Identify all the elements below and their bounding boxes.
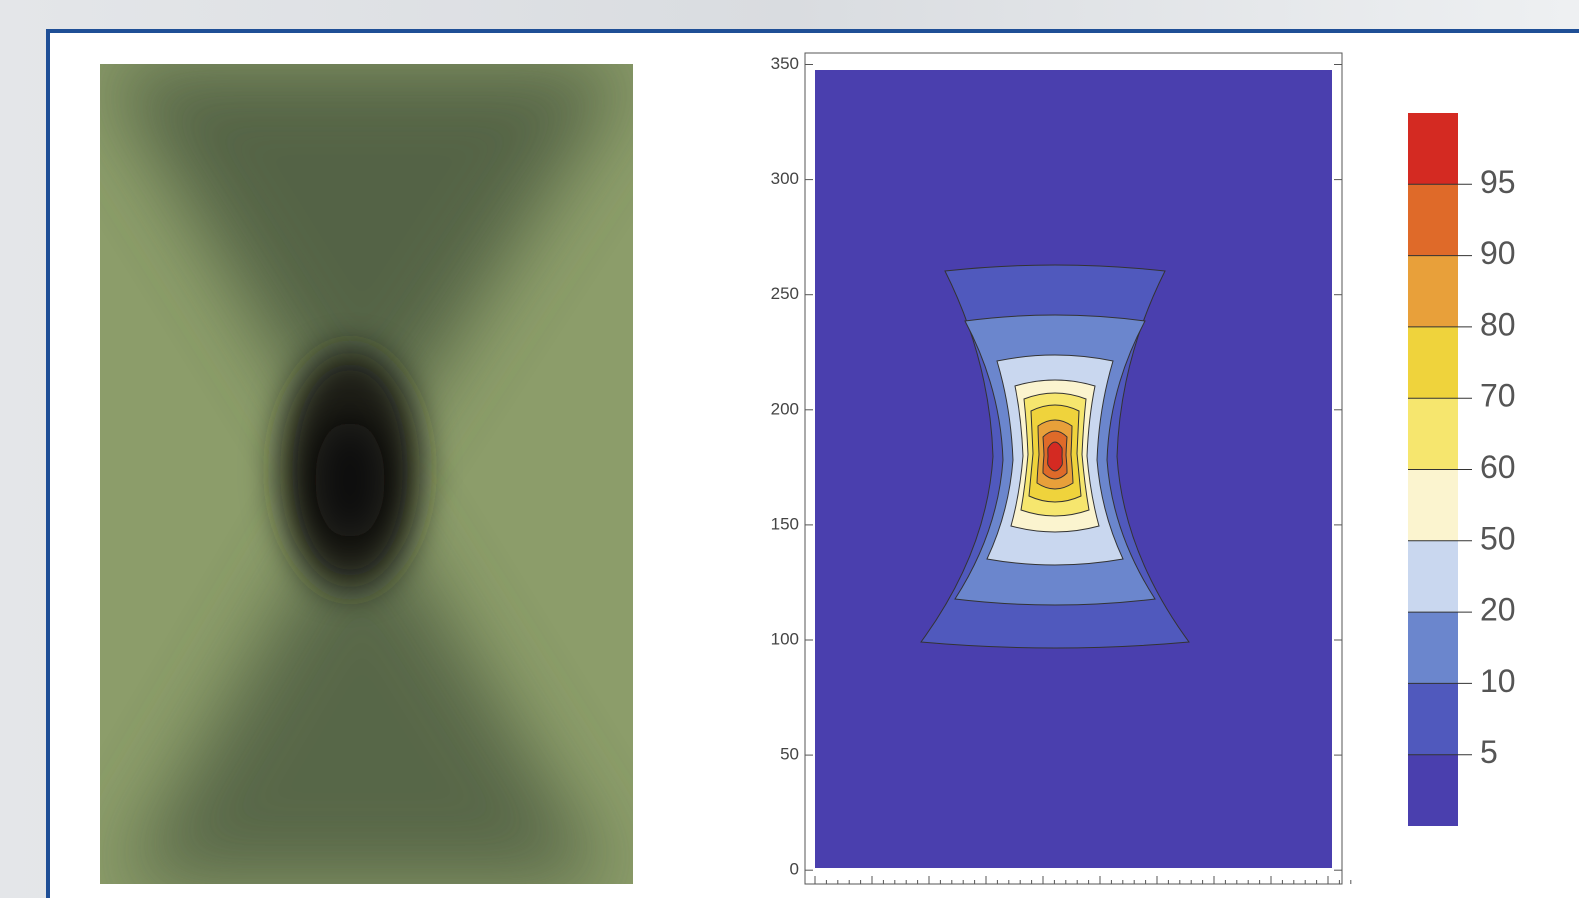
photo [100, 64, 633, 884]
colorbar-label: 20 [1480, 592, 1516, 628]
figure: 0 50 100 150 200 250 300 350 5 10 20 50 60 70 80 90 95 [0, 0, 1579, 898]
colorbar-label: 70 [1480, 378, 1516, 414]
colorbar-label: 95 [1480, 164, 1516, 200]
y-tick-label: 150 [771, 514, 799, 533]
colorbar-band [1408, 541, 1458, 612]
colorbar-label: 50 [1480, 520, 1516, 556]
y-tick-label: 200 [771, 399, 799, 418]
colorbar-label: 5 [1480, 734, 1498, 770]
colorbar-band [1408, 398, 1458, 469]
colorbar-label: 60 [1480, 449, 1516, 485]
colorbar-label: 10 [1480, 663, 1516, 699]
y-tick-label: 0 [790, 860, 799, 879]
contour-region [1048, 442, 1063, 471]
colorbar-label: 90 [1480, 235, 1516, 271]
colorbar-band [1408, 612, 1458, 683]
y-tick-label: 250 [771, 284, 799, 303]
colorbar-band [1408, 327, 1458, 398]
colorbar-band [1408, 113, 1458, 184]
y-tick-label: 300 [771, 169, 799, 188]
colorbar-label: 80 [1480, 306, 1516, 342]
y-tick-label: 100 [771, 629, 799, 648]
y-tick-label: 350 [771, 54, 799, 73]
colorbar-band [1408, 683, 1458, 754]
y-tick-label: 50 [780, 745, 799, 764]
colorbar-band [1408, 256, 1458, 327]
colorbar-band [1408, 755, 1458, 826]
colorbar-band [1408, 470, 1458, 541]
colorbar-band [1408, 184, 1458, 255]
